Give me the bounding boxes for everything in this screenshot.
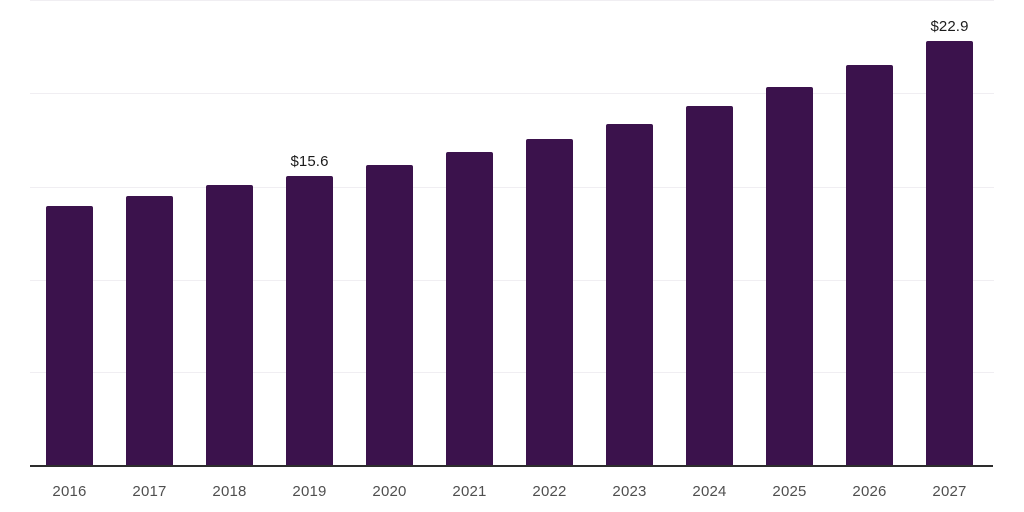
x-axis-tick-labels: 2016 2017 2018 2019 2020 2021 2022 2023 2024 2025…	[0, 472, 1024, 512]
bar-group[interactable]	[446, 0, 493, 465]
bar-2022[interactable]	[526, 138, 573, 465]
bar-group[interactable]	[846, 0, 893, 465]
bar-2027[interactable]	[926, 40, 973, 465]
bar-group[interactable]	[46, 0, 93, 465]
bar-2023[interactable]	[606, 124, 653, 465]
bar-2019[interactable]	[286, 176, 333, 465]
x-tick-label-2022: 2022	[532, 483, 567, 500]
bar-2016[interactable]	[46, 205, 93, 465]
bar-group[interactable]	[606, 0, 653, 465]
x-tick-label-2024: 2024	[692, 483, 727, 500]
gridline	[30, 0, 994, 1]
bar-2021[interactable]	[446, 151, 493, 465]
x-tick-label-2025: 2025	[772, 483, 807, 500]
bar-2020[interactable]	[366, 164, 413, 465]
x-tick-label-2018: 2018	[212, 483, 247, 500]
bar-group[interactable]: $22.9	[926, 0, 973, 465]
x-tick-label-2021: 2021	[452, 483, 487, 500]
x-tick-label-2019: 2019	[292, 483, 327, 500]
bar-2024[interactable]	[686, 105, 733, 465]
x-tick-label-2027: 2027	[932, 483, 967, 500]
gridline	[30, 372, 994, 374]
bar-group[interactable]	[126, 0, 173, 465]
bar-value-label-2019: $15.6	[290, 153, 329, 170]
x-tick-label-2023: 2023	[612, 483, 647, 500]
x-axis-line	[30, 465, 993, 467]
bar-group[interactable]	[366, 0, 413, 465]
bar-group[interactable]	[686, 0, 733, 465]
bar-group[interactable]	[766, 0, 813, 465]
x-tick-label-2020: 2020	[372, 483, 407, 500]
bar-2025[interactable]	[766, 87, 813, 465]
gridline	[30, 187, 994, 189]
x-tick-label-2026: 2026	[852, 483, 887, 500]
bar-2026[interactable]	[846, 64, 893, 465]
plot-area: $15.6 $22.9	[46, 0, 973, 465]
bar-group[interactable]	[206, 0, 253, 465]
bar-group[interactable]	[526, 0, 573, 465]
bar-2018[interactable]	[206, 185, 253, 465]
gridline	[30, 279, 994, 281]
bar-2017[interactable]	[126, 196, 173, 465]
x-tick-label-2017: 2017	[132, 483, 167, 500]
bar-value-label-2027: $22.9	[930, 17, 969, 35]
gridline	[30, 92, 994, 94]
bar-group[interactable]: $15.6	[286, 0, 333, 465]
x-tick-label-2016: 2016	[52, 483, 87, 500]
